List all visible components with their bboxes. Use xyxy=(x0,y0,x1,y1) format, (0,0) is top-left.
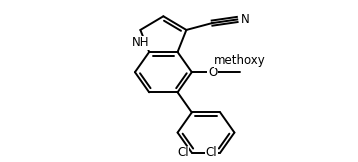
Text: NH: NH xyxy=(132,36,149,49)
Text: Cl: Cl xyxy=(205,146,217,159)
Text: Cl: Cl xyxy=(177,146,189,159)
Text: N: N xyxy=(241,13,249,26)
Text: O: O xyxy=(208,66,217,79)
Text: methoxy: methoxy xyxy=(214,54,266,67)
